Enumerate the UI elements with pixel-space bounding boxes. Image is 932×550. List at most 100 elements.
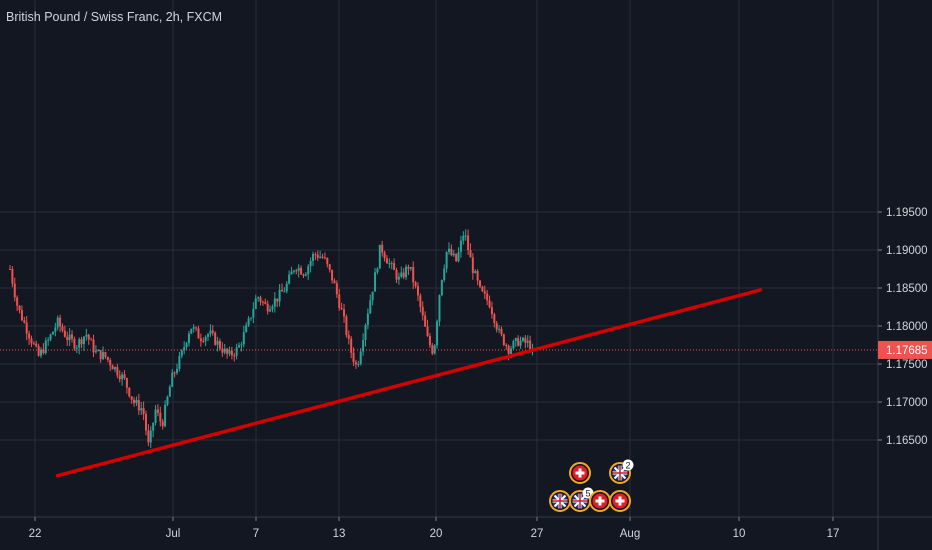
candle-body (56, 317, 59, 328)
candle-body (445, 251, 448, 269)
candle-body (338, 294, 341, 309)
candle-body (529, 340, 532, 351)
candle-body (297, 267, 300, 271)
candle-body (428, 336, 431, 346)
candle-body (47, 339, 50, 341)
candle-body (436, 321, 439, 346)
candle-body (419, 295, 422, 307)
candle-body (61, 326, 64, 331)
candle-body (94, 351, 97, 353)
candle-body (486, 293, 489, 301)
candle-body (345, 316, 348, 336)
candle-body (479, 280, 482, 287)
candle-body (116, 367, 119, 376)
candle-body (366, 313, 369, 326)
candle-body (271, 306, 274, 310)
candle-body (238, 345, 241, 348)
candle-body (254, 298, 257, 309)
price-axis[interactable]: 1.19500 1.19000 1.18500 1.18000 1.17500 1.170… (878, 207, 928, 447)
time-tick-label: 17 (827, 528, 840, 540)
candle-body (474, 271, 477, 274)
candle-body (319, 256, 322, 258)
candle-body (199, 338, 202, 342)
candle-body (447, 248, 450, 252)
candle-body (161, 421, 164, 427)
candle-body (68, 334, 71, 341)
candle-body (130, 396, 133, 400)
swiss-flag-icon[interactable] (589, 490, 611, 512)
uk-flag-icon[interactable] (549, 490, 571, 512)
candle-body (276, 298, 279, 302)
candle-body (521, 337, 524, 341)
candle-body (154, 409, 157, 423)
candle-body (354, 362, 357, 365)
candle-body (304, 274, 307, 276)
swiss-flag-icon[interactable] (609, 490, 631, 512)
candle-body (147, 430, 150, 443)
uk-flag-icon[interactable]: 5 (569, 487, 594, 512)
candle-body (230, 350, 233, 356)
candle-body (140, 408, 143, 411)
candle-body (347, 335, 350, 339)
candle-body (13, 283, 16, 298)
candle-body (202, 341, 205, 343)
candle-body (416, 286, 419, 296)
candle-body (483, 291, 486, 294)
last-price-tag-bg (878, 340, 932, 359)
candle-body (264, 301, 267, 304)
flag-cross (615, 499, 625, 503)
economic-events[interactable]: 25 (549, 459, 634, 512)
candle-body (164, 404, 167, 427)
candle-body (30, 338, 33, 344)
candle-body (97, 350, 100, 352)
candle-body (73, 338, 76, 349)
candle-body (369, 300, 372, 314)
candle-body (457, 251, 460, 262)
candle-body (400, 272, 403, 277)
candle-body (221, 348, 224, 353)
time-tick-label: Jul (166, 528, 181, 540)
candle-body (493, 314, 496, 324)
candle-body (362, 340, 365, 352)
candle-body (137, 400, 140, 411)
trendline[interactable] (55, 288, 763, 478)
candle-body (156, 409, 159, 413)
candle-body (23, 320, 26, 323)
candle-body (326, 258, 329, 265)
candle-body (307, 266, 310, 275)
candle-body (285, 283, 288, 292)
candle-body (142, 408, 145, 415)
candle-body (104, 352, 107, 357)
candle-body (32, 343, 35, 345)
candle-body (240, 344, 243, 346)
candle-body (195, 327, 198, 329)
candle-body (218, 340, 221, 349)
price-tick-label: 1.19000 (886, 245, 928, 257)
candle-body (395, 270, 398, 280)
candle-body (431, 345, 434, 354)
candle-body (376, 268, 379, 273)
time-axis[interactable]: 22 Jul 7 13 20 27 Aug 10 17 (29, 517, 840, 540)
flag-cross (575, 471, 585, 475)
candle-body (443, 268, 446, 280)
candle-body (18, 305, 21, 310)
candle-body (397, 276, 400, 280)
uk-flag-icon[interactable]: 2 (609, 459, 634, 484)
candle-body (133, 399, 136, 404)
candle-body (467, 235, 470, 251)
candle-body (333, 280, 336, 284)
candle-body (455, 253, 458, 262)
candle-body (424, 315, 427, 327)
event-count-label: 2 (625, 461, 630, 471)
candle-body (374, 272, 377, 292)
candle-body (197, 328, 200, 339)
candle-body (211, 330, 214, 333)
candle-body (54, 327, 57, 332)
swiss-flag-icon[interactable] (569, 462, 591, 484)
candle-body (405, 266, 408, 278)
candle-body (335, 283, 338, 295)
time-tick-label: 13 (333, 528, 346, 540)
candle-body (514, 338, 517, 342)
